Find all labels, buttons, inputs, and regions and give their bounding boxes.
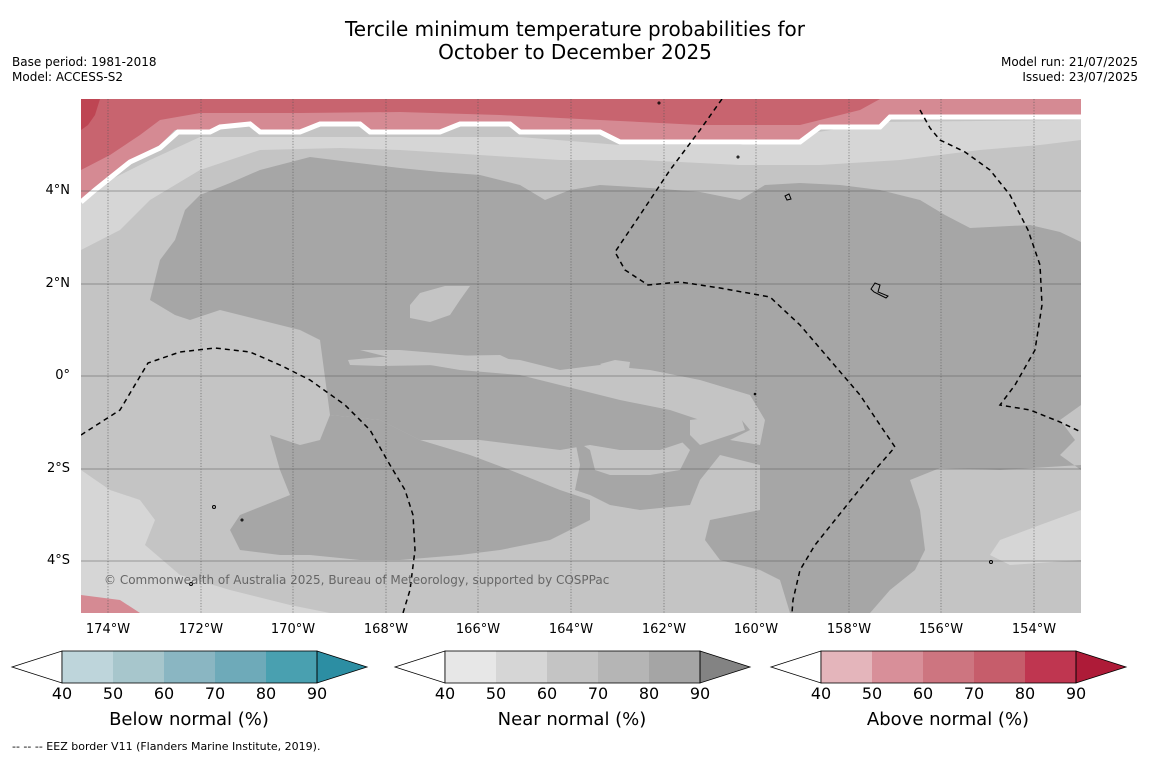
lat-label-4s: 4°S (46, 553, 70, 568)
lat-label-2s: 2°S (46, 461, 70, 476)
meta-right: Model run: 21/07/2025 Issued: 23/07/2025 (1001, 55, 1138, 85)
cb-near-title: Near normal (%) (497, 709, 647, 730)
cb-below-tick-90: 90 (306, 684, 328, 703)
map-area (81, 99, 1081, 613)
cb-above-tick-90: 90 (1065, 684, 1087, 703)
cb-near-tick-60: 60 (536, 684, 558, 703)
near-normal-light-lower-left (81, 470, 330, 613)
lon-label-164w: 164°W (548, 622, 594, 637)
cb-above-tick-80: 80 (1014, 684, 1036, 703)
meta-left: Base period: 1981-2018 Model: ACCESS-S2 (12, 55, 157, 85)
cb-below-tick-70: 70 (204, 684, 226, 703)
colorbar-below (10, 650, 369, 684)
near-normal-dark-main (150, 157, 1081, 613)
lon-label-154w: 154°W (1011, 622, 1057, 637)
model-run: Model run: 21/07/2025 (1000, 55, 1138, 69)
cb-near-tick-70: 70 (587, 684, 609, 703)
lat-lines (81, 190, 1081, 562)
near-normal-light-patch-4 (690, 414, 745, 445)
near-normal-light-patch-2 (348, 355, 515, 370)
eez-footnote: -- -- -- EEZ border V11 (Flanders Marine… (12, 740, 321, 753)
lon-label-170w: 170°W (270, 622, 316, 637)
lat-label-2n: 2°N (45, 276, 71, 291)
lon-label-166w: 166°W (455, 622, 501, 637)
lon-label-160w: 160°W (733, 622, 779, 637)
above-normal-mid-band (81, 99, 880, 170)
near-normal-light-lower-right (990, 510, 1081, 565)
near-normal-light-patch-1 (410, 286, 470, 322)
cb-above-tick-50: 50 (861, 684, 883, 703)
lon-label-174w: 174°W (85, 622, 131, 637)
title-line-1: Tercile minimum temperature probabilitie… (344, 17, 806, 41)
above-normal-corner (81, 595, 140, 613)
lat-label-0: 0° (55, 368, 70, 383)
lon-label-156w: 156°W (918, 622, 964, 637)
cb-near-tick-40: 40 (434, 684, 456, 703)
base-period: Base period: 1981-2018 (12, 55, 157, 69)
lon-label-162w: 162°W (641, 622, 687, 637)
copyright-notice: © Commonwealth of Australia 2025, Bureau… (104, 573, 610, 587)
lat-label-4n: 4°N (45, 183, 71, 198)
map-title: Tercile minimum temperature probabilitie… (0, 18, 1150, 64)
cb-above-title: Above normal (%) (866, 709, 1030, 730)
cb-near-tick-80: 80 (638, 684, 660, 703)
near-normal-dark-southwest (230, 415, 590, 560)
near-normal-light-patch-3 (600, 360, 630, 376)
cb-near-tick-50: 50 (485, 684, 507, 703)
above-normal-dark-band (81, 99, 100, 130)
lon-label-158w: 158°W (826, 622, 872, 637)
issued-date: Issued: 23/07/2025 (1022, 70, 1138, 84)
cb-below-tick-50: 50 (102, 684, 124, 703)
colorbar-above (769, 650, 1128, 684)
lon-label-172w: 172°W (178, 622, 224, 637)
near-normal-light-upper (81, 120, 1081, 250)
title-line-2: October to December 2025 (438, 40, 712, 64)
islands (189, 101, 993, 586)
model-name: Model: ACCESS-S2 (12, 70, 124, 84)
cb-below-tick-80: 80 (255, 684, 277, 703)
lon-label-168w: 168°W (363, 622, 409, 637)
cb-near-tick-90: 90 (689, 684, 711, 703)
contour-gap-line (81, 114, 1081, 204)
near-normal-dark-bridge (320, 340, 700, 450)
eez-borders (81, 99, 1081, 613)
above-normal-light-band (81, 99, 1081, 200)
cb-above-tick-40: 40 (810, 684, 832, 703)
colorbar-near (393, 650, 752, 684)
cb-below-title: Below normal (%) (109, 709, 269, 730)
cb-below-tick-40: 40 (51, 684, 73, 703)
cb-above-tick-60: 60 (912, 684, 934, 703)
cb-above-tick-70: 70 (963, 684, 985, 703)
cb-below-tick-60: 60 (153, 684, 175, 703)
